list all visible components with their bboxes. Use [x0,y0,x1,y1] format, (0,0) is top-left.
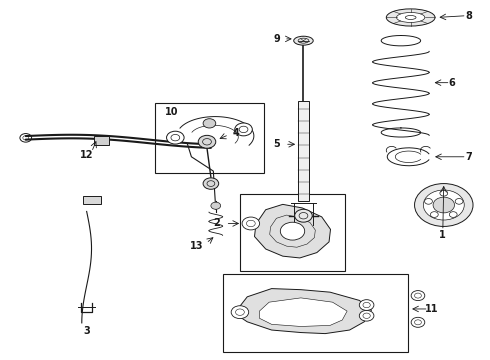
Circle shape [235,123,252,136]
Text: 10: 10 [165,107,178,117]
Circle shape [423,190,464,220]
Circle shape [211,202,220,209]
Text: 13: 13 [190,241,203,251]
Text: 8: 8 [466,11,472,21]
Circle shape [455,198,463,204]
Circle shape [203,119,216,128]
Bar [240,194,345,271]
Circle shape [411,317,425,327]
Circle shape [203,178,219,189]
Circle shape [415,184,473,226]
Ellipse shape [386,9,435,26]
Text: 1: 1 [440,230,446,240]
Circle shape [359,310,374,321]
Ellipse shape [396,13,425,22]
Circle shape [294,209,312,222]
Text: 2: 2 [213,219,220,229]
Text: 9: 9 [273,34,280,44]
Text: 11: 11 [425,304,439,314]
Polygon shape [254,204,331,258]
Text: 5: 5 [273,139,280,149]
Polygon shape [237,289,371,334]
Circle shape [449,212,457,217]
Bar [298,102,309,202]
Circle shape [425,198,432,204]
Bar [223,274,408,352]
Bar [83,196,101,203]
Circle shape [231,306,249,319]
Circle shape [433,197,455,213]
Circle shape [359,300,374,310]
Circle shape [411,291,425,301]
Circle shape [198,135,216,148]
Polygon shape [259,298,347,327]
Bar [155,103,265,173]
Circle shape [440,190,448,196]
Circle shape [280,222,305,240]
Text: 6: 6 [449,78,455,87]
Text: 12: 12 [80,150,94,160]
Text: 3: 3 [83,326,90,336]
Bar [94,136,109,145]
Text: 7: 7 [466,152,472,162]
Circle shape [167,131,184,144]
Circle shape [430,212,438,217]
Ellipse shape [294,36,313,45]
Text: 4: 4 [233,128,240,138]
Circle shape [242,217,260,230]
